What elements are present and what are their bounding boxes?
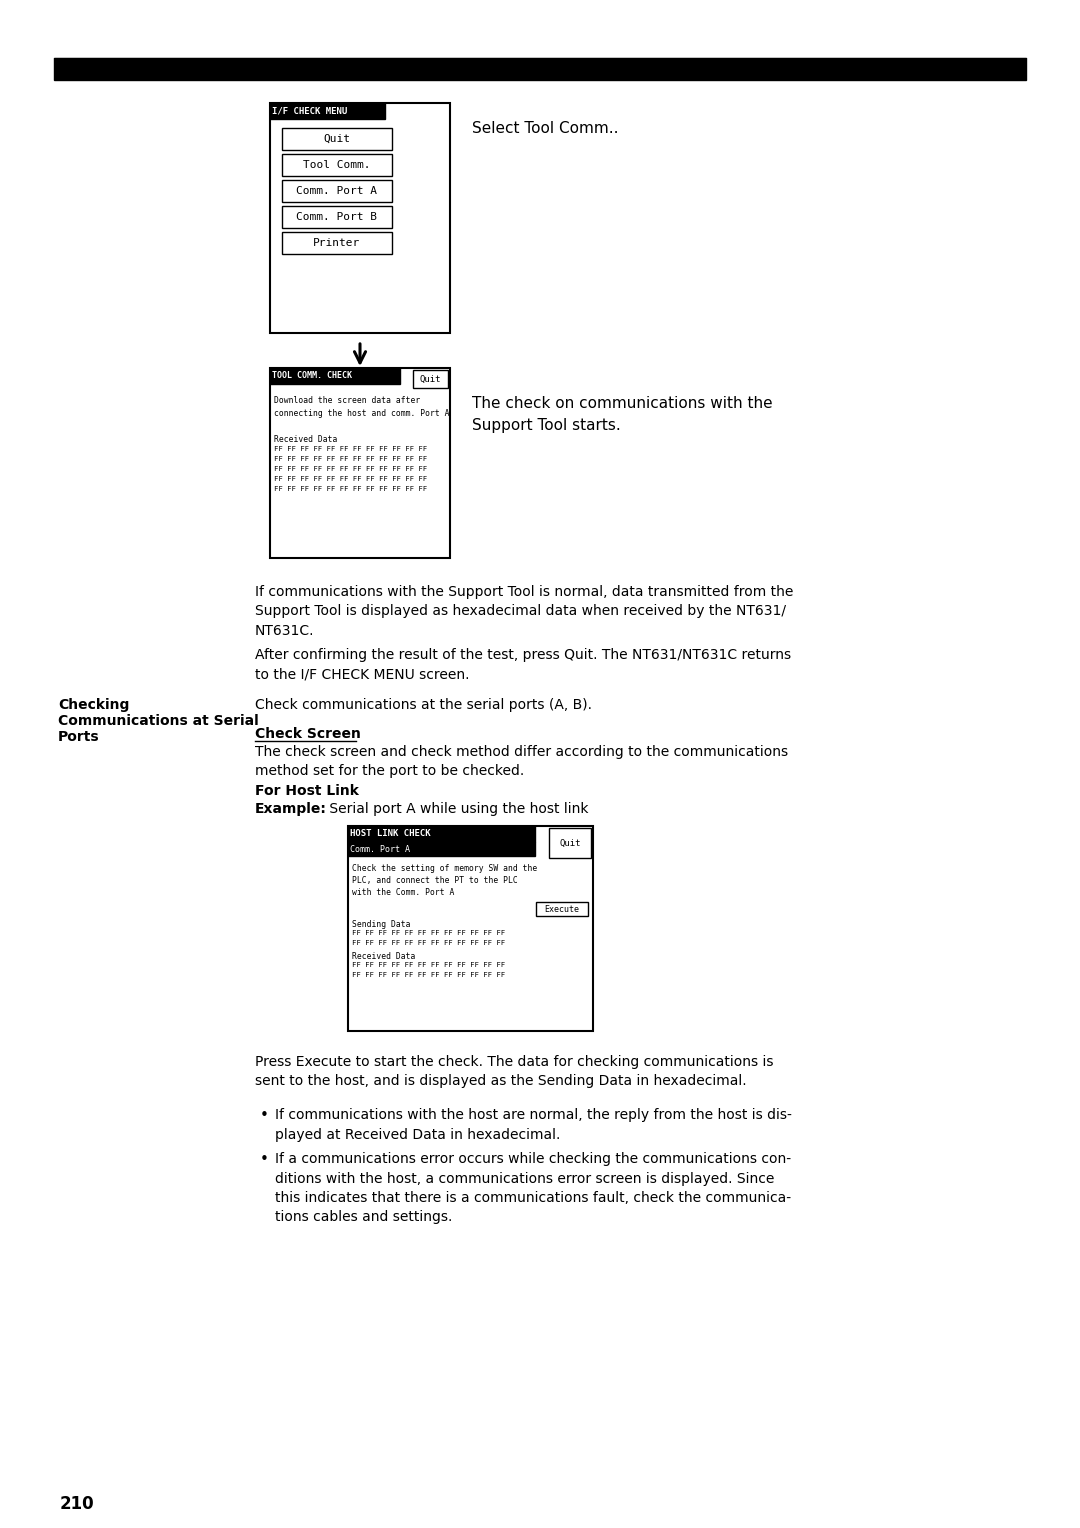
Text: FF FF FF FF FF FF FF FF FF FF FF FF: FF FF FF FF FF FF FF FF FF FF FF FF [352, 931, 505, 937]
Text: Quit: Quit [420, 374, 442, 384]
Bar [270, 368, 400, 384]
Text: Tool Comm.: Tool Comm. [303, 160, 370, 170]
Text: Select Tool Comm..: Select Tool Comm.. [472, 121, 619, 136]
Text: Download the screen data after
connecting the host and comm. Port A: Download the screen data after connectin… [274, 396, 449, 417]
Text: Comm. Port B: Comm. Port B [297, 212, 378, 222]
Text: The check screen and check method differ according to the communications
method : The check screen and check method differ… [255, 746, 788, 778]
Text: FF FF FF FF FF FF FF FF FF FF FF FF: FF FF FF FF FF FF FF FF FF FF FF FF [274, 455, 427, 461]
Text: The check on communications with the
Support Tool starts.: The check on communications with the Sup… [472, 396, 772, 434]
Text: Serial port A while using the host link: Serial port A while using the host link [325, 802, 589, 816]
Text: •: • [260, 1108, 269, 1123]
Text: If communications with the host are normal, the reply from the host is dis-
play: If communications with the host are norm… [275, 1108, 792, 1141]
Text: Quit: Quit [559, 839, 581, 848]
Text: Ports: Ports [58, 730, 99, 744]
Text: Received Data: Received Data [274, 435, 337, 445]
Text: Section 6-11: Section 6-11 [903, 60, 1020, 78]
Text: Check Screen: Check Screen [255, 727, 361, 741]
Text: Received Data: Received Data [352, 952, 416, 961]
Text: FF FF FF FF FF FF FF FF FF FF FF FF: FF FF FF FF FF FF FF FF FF FF FF FF [274, 477, 427, 481]
Bar [270, 368, 450, 558]
Text: HOST LINK CHECK: HOST LINK CHECK [350, 830, 431, 839]
Text: Checking: Checking [58, 698, 130, 712]
Text: FF FF FF FF FF FF FF FF FF FF FF FF: FF FF FF FF FF FF FF FF FF FF FF FF [274, 446, 427, 452]
Bar [54, 58, 1026, 79]
Text: FF FF FF FF FF FF FF FF FF FF FF FF: FF FF FF FF FF FF FF FF FF FF FF FF [352, 963, 505, 969]
Bar [270, 102, 384, 119]
Bar [282, 128, 392, 150]
Text: Sending Data: Sending Data [352, 920, 410, 929]
Text: Example:: Example: [255, 802, 327, 816]
Text: I/F CHECK MENU: I/F CHECK MENU [272, 107, 348, 116]
Text: If a communications error occurs while checking the communications con-
ditions : If a communications error occurs while c… [275, 1152, 792, 1224]
Text: After confirming the result of the test, press Quit. The NT631/NT631C returns
to: After confirming the result of the test,… [255, 648, 792, 681]
Bar [348, 827, 593, 1031]
Text: For Host Link: For Host Link [255, 784, 359, 798]
Text: FF FF FF FF FF FF FF FF FF FF FF FF: FF FF FF FF FF FF FF FF FF FF FF FF [274, 466, 427, 472]
Text: Communications at Serial: Communications at Serial [58, 714, 259, 727]
Bar [282, 154, 392, 176]
Text: Printer: Printer [313, 238, 361, 248]
Text: System Maintenance: System Maintenance [60, 63, 238, 76]
Text: Comm. Port A: Comm. Port A [297, 186, 378, 196]
Bar [549, 828, 591, 859]
Text: 210: 210 [60, 1494, 95, 1513]
Text: •: • [260, 1152, 269, 1167]
Text: Check the setting of memory SW and the
PLC, and connect the PT to the PLC
with t: Check the setting of memory SW and the P… [352, 863, 537, 897]
Bar [282, 206, 392, 228]
Text: TOOL COMM. CHECK: TOOL COMM. CHECK [272, 371, 352, 380]
Bar [536, 902, 588, 915]
Text: FF FF FF FF FF FF FF FF FF FF FF FF: FF FF FF FF FF FF FF FF FF FF FF FF [274, 486, 427, 492]
Text: FF FF FF FF FF FF FF FF FF FF FF FF: FF FF FF FF FF FF FF FF FF FF FF FF [352, 972, 505, 978]
Bar [282, 180, 392, 202]
Text: Comm. Port A: Comm. Port A [350, 845, 410, 854]
Text: Press Execute to start the check. The data for checking communications is
sent t: Press Execute to start the check. The da… [255, 1054, 773, 1088]
Text: Execute: Execute [544, 905, 580, 914]
Bar [348, 827, 535, 842]
Bar [282, 232, 392, 254]
Text: If communications with the Support Tool is normal, data transmitted from the
Sup: If communications with the Support Tool … [255, 585, 794, 639]
Text: FF FF FF FF FF FF FF FF FF FF FF FF: FF FF FF FF FF FF FF FF FF FF FF FF [352, 940, 505, 946]
Bar [270, 102, 450, 333]
Bar [413, 370, 448, 388]
Text: Quit: Quit [324, 134, 351, 144]
Text: Check communications at the serial ports (A, B).: Check communications at the serial ports… [255, 698, 592, 712]
Bar [348, 842, 535, 856]
